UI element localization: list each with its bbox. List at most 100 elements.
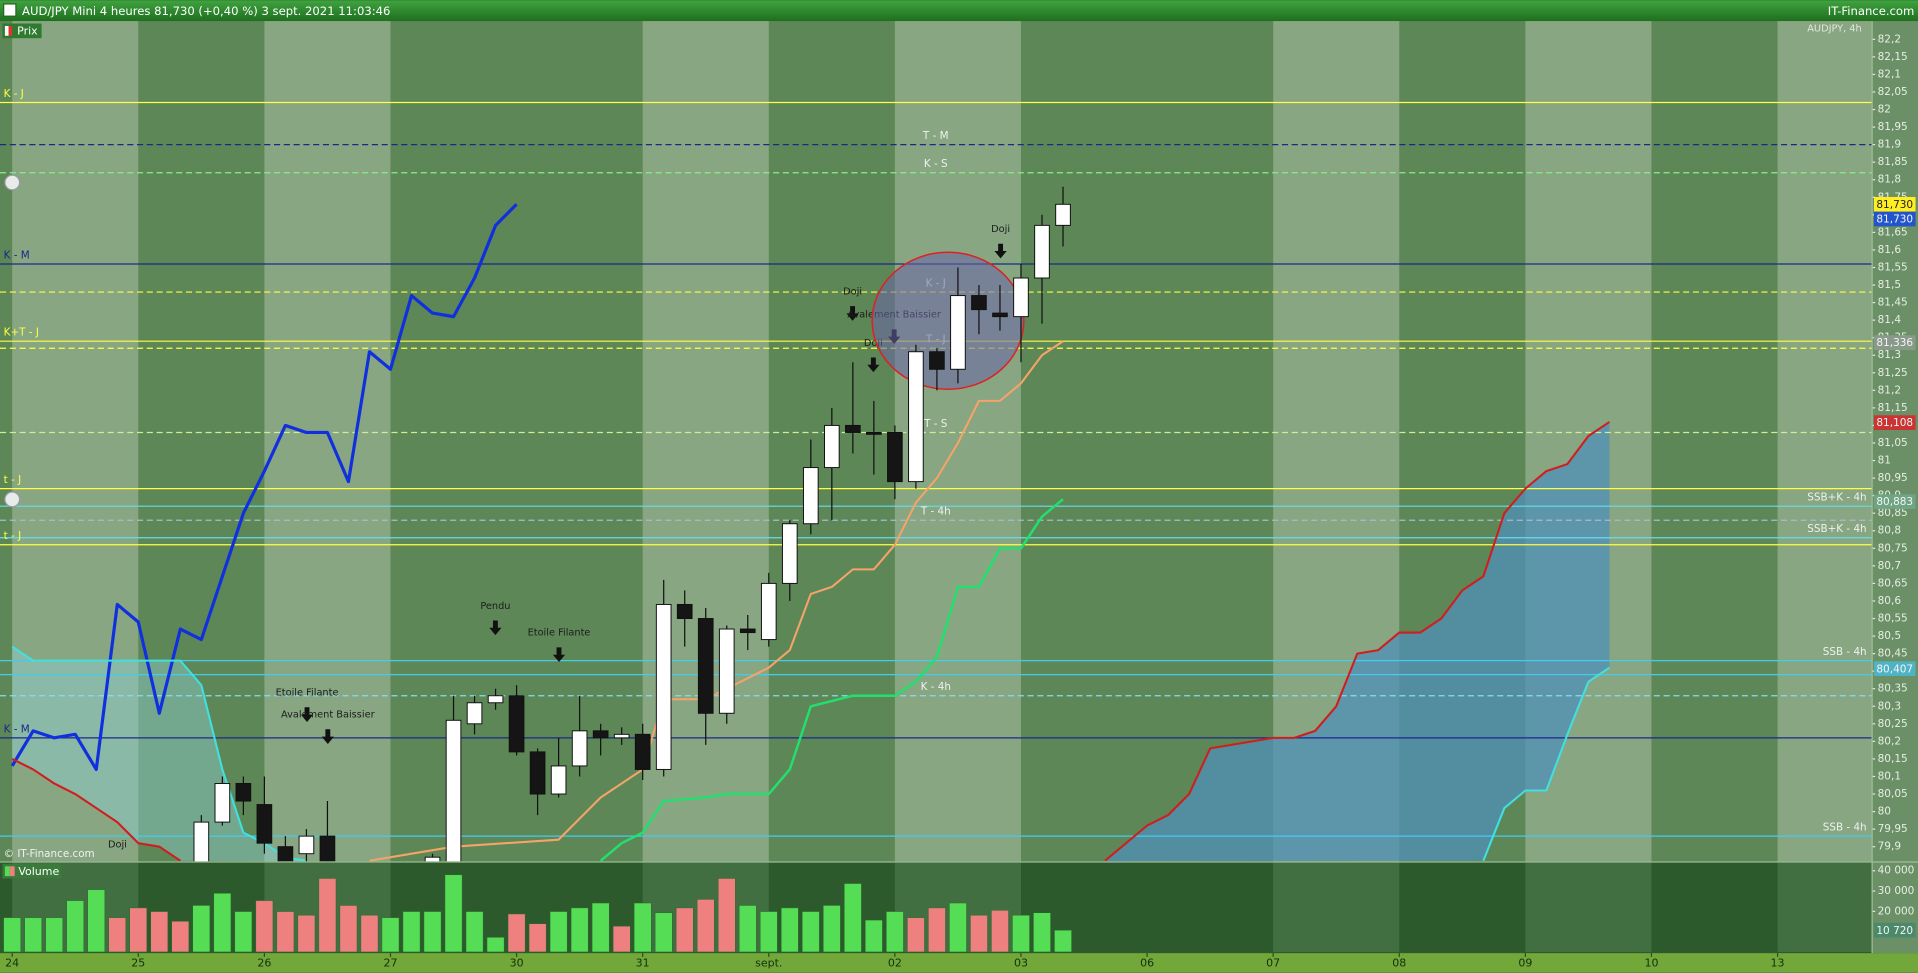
- level-label: K+T - J: [4, 327, 39, 339]
- volume-bar: [276, 911, 295, 952]
- candle-body: [193, 821, 210, 862]
- y-tick-label: 79,9: [1878, 841, 1901, 853]
- x-tick-label: 07: [1266, 957, 1280, 970]
- cloud-fill: [1105, 421, 1610, 862]
- volume-bar: [171, 921, 190, 952]
- indicator-line: [369, 340, 1064, 862]
- annotation-arrow: [994, 243, 1007, 259]
- price-label: 81,108: [1876, 417, 1913, 429]
- candle-body: [971, 295, 987, 311]
- price-label-box: [1873, 415, 1916, 430]
- y-tick-label: 82,1: [1878, 68, 1901, 80]
- alert-icon[interactable]: [4, 491, 21, 508]
- day-band: [264, 21, 391, 862]
- price-label: 81,336: [1876, 337, 1913, 349]
- indicator-line: [599, 498, 1064, 862]
- y-tick-label: 81,9: [1878, 139, 1901, 151]
- level-label: K - M: [4, 723, 30, 735]
- y-tick-label: 80,15: [1878, 753, 1908, 765]
- candle-body: [992, 312, 1008, 318]
- candle-body: [235, 782, 252, 802]
- volume-bar: [444, 874, 463, 952]
- y-tick-label: 30 000: [1878, 885, 1915, 897]
- y-tick-label: 80,45: [1878, 648, 1908, 660]
- volume-bar: [360, 914, 379, 952]
- price-label: 81,730: [1876, 199, 1913, 211]
- volume-bar: [402, 911, 421, 952]
- level-label: SSB - 4h: [1823, 822, 1867, 834]
- level-label: K - M: [4, 249, 30, 261]
- panel-icon: [4, 866, 10, 877]
- y-tick-label: 79,95: [1878, 823, 1908, 835]
- volume-bar: [1033, 912, 1051, 952]
- candle-body: [887, 431, 903, 483]
- level-label: t - J: [4, 474, 21, 486]
- y-tick-label: 81,65: [1878, 226, 1908, 238]
- price-label-box: [1873, 335, 1916, 350]
- x-tick-label: 13: [1771, 957, 1785, 970]
- candle-body: [298, 835, 315, 855]
- candle-body: [529, 751, 546, 795]
- x-tick-label: 24: [5, 957, 19, 970]
- annotation-arrow: [300, 707, 314, 722]
- panel-icon: [9, 866, 15, 877]
- volume-bar: [3, 917, 21, 952]
- volume-bar: [66, 900, 85, 952]
- y-tick-label: 81,15: [1878, 402, 1908, 414]
- volume-bar: [696, 899, 715, 952]
- volume-bar: [1054, 929, 1072, 952]
- annotation-arrow: [489, 620, 502, 636]
- y-tick-label: 81,3: [1878, 349, 1901, 361]
- price-label-box: [1873, 196, 1916, 212]
- candle-body: [802, 467, 819, 525]
- volume-bar: [150, 911, 169, 952]
- y-tick-label: 81,85: [1878, 156, 1908, 168]
- indicator-line: [10, 203, 518, 772]
- y-tick-label: 20 000: [1878, 905, 1915, 917]
- alert-icon[interactable]: [4, 174, 21, 191]
- candle-body: [424, 856, 441, 862]
- price-label: 80,883: [1876, 496, 1913, 508]
- level-label: K - S: [924, 158, 948, 170]
- price-label: 80,407: [1876, 663, 1913, 675]
- x-tick-label: 26: [257, 957, 271, 970]
- volume-bar: [465, 911, 484, 952]
- volume-bar: [823, 905, 841, 952]
- level-label: K - 4h: [921, 681, 951, 693]
- highlight-circle: [871, 251, 1025, 390]
- header-bar: [0, 0, 1918, 22]
- volume-bar: [907, 917, 925, 952]
- annotation: Etoile Filante: [528, 628, 591, 639]
- volume-bar: [339, 905, 358, 952]
- x-tick-label: sept.: [755, 957, 782, 970]
- y-tick-label: 80,85: [1878, 507, 1908, 519]
- source: IT-Finance.com: [1828, 4, 1915, 18]
- volume-bar: [886, 911, 904, 952]
- price-label-box: [1873, 211, 1916, 227]
- candle-body: [655, 603, 672, 770]
- candle-body: [1013, 277, 1029, 318]
- y-tick-label: 80,55: [1878, 613, 1908, 625]
- volume-bar: [654, 912, 673, 952]
- candle-body: [445, 719, 462, 862]
- volume-plot: [3, 874, 1072, 952]
- cloud-fill: [12, 646, 307, 862]
- x-tick-label: 02: [888, 957, 902, 970]
- volume-bar: [213, 893, 232, 952]
- day-band: [12, 21, 139, 862]
- volume-bar: [633, 902, 652, 952]
- candle-body: [697, 618, 714, 714]
- x-tick-label: 25: [131, 957, 145, 970]
- price-label: 81,730: [1876, 214, 1913, 226]
- price-label-box: [1873, 922, 1916, 938]
- day-band: [1777, 21, 1872, 862]
- candle-body: [487, 695, 504, 704]
- x-axis-strip: [0, 953, 1918, 973]
- y-tick-label: 80: [1878, 806, 1891, 818]
- x-tick-label: 08: [1392, 957, 1406, 970]
- volume-bar: [108, 917, 127, 952]
- annotation-arrow: [846, 306, 859, 321]
- volume-bar: [24, 917, 43, 952]
- candle-body: [634, 733, 651, 770]
